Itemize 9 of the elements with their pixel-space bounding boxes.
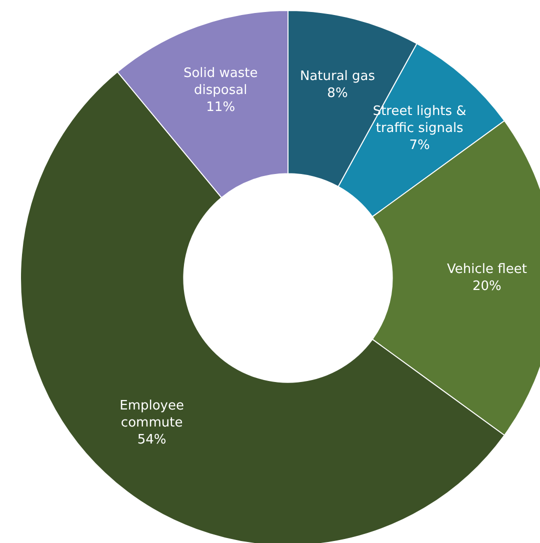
slice-label: Vehicle fleet <box>447 262 527 277</box>
slice-label: Natural gas <box>300 69 376 84</box>
slice-label: Employee commute <box>120 398 184 430</box>
slice-label: Solid waste disposal <box>183 66 258 98</box>
data-label: 11% <box>206 100 236 116</box>
data-label: 7% <box>409 138 430 154</box>
data-label: 54% <box>137 432 166 448</box>
data-label: 20% <box>472 278 502 294</box>
data-label: 8% <box>327 86 348 102</box>
